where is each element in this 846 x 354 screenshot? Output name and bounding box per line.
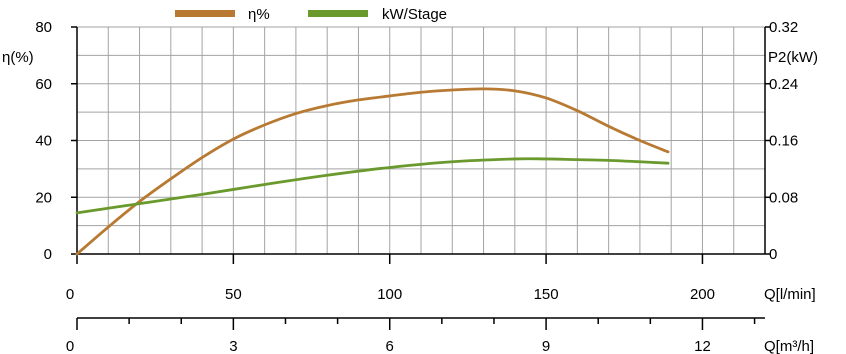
- y-right-tick-label: 0.24: [769, 76, 798, 93]
- x-m3h-axis-label: Q[m³/h]: [764, 338, 814, 354]
- y-right-tick-label: 0.16: [769, 133, 798, 150]
- grid: [76, 26, 766, 255]
- x-lpm-tick-label: 50: [225, 286, 242, 303]
- y-right-tick-label: 0: [769, 246, 777, 263]
- axis-labels: 0 20 40 60 80 0 0.08 0.16 0.24 0.32 0 50 100 150 200 0 3…: [2, 19, 818, 354]
- series-lines: [75, 87, 670, 256]
- efficiency-line: [75, 87, 670, 256]
- x-m3h-tick-label: 9: [542, 338, 550, 354]
- y-left-tick-label: 40: [35, 133, 52, 150]
- power-line: [75, 157, 670, 215]
- y-left-tick-label: 80: [35, 19, 52, 36]
- x-m3h-tick-label: 3: [229, 338, 237, 354]
- legend-swatch: [308, 10, 368, 17]
- x-lpm-tick-label: 150: [534, 286, 559, 303]
- y-left-axis-label: η(%): [2, 49, 34, 66]
- y-left-tick-label: 20: [35, 189, 52, 206]
- x-m3h-tick-label: 6: [386, 338, 394, 354]
- legend: η% kW/Stage: [175, 6, 447, 23]
- x-m3h-tick-label: 0: [66, 338, 74, 354]
- y-left-tick-label: 60: [35, 76, 52, 93]
- x-lpm-tick-label: 200: [690, 286, 715, 303]
- legend-label: kW/Stage: [382, 6, 447, 23]
- y-right-axis-label: P2(kW): [768, 49, 818, 66]
- x-lpm-tick-label: 0: [66, 286, 74, 303]
- axes: [71, 26, 771, 330]
- y-right-tick-label: 0.32: [769, 19, 798, 36]
- legend-label: η%: [248, 6, 270, 23]
- x-lpm-axis-label: Q[l/min]: [764, 286, 816, 303]
- x-m3h-tick-label: 12: [694, 338, 711, 354]
- legend-swatch: [175, 10, 235, 17]
- y-right-tick-label: 0.08: [769, 189, 798, 206]
- x-lpm-tick-label: 100: [377, 286, 402, 303]
- y-left-tick-label: 0: [44, 246, 52, 263]
